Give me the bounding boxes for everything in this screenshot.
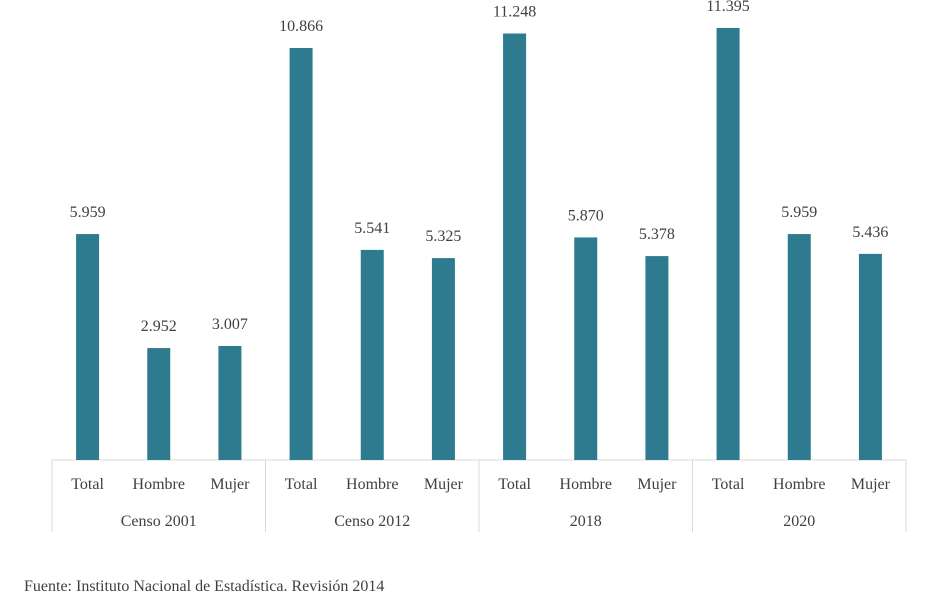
group-label: 2020 — [783, 513, 815, 530]
bar — [76, 234, 100, 460]
bar — [858, 253, 882, 460]
group-label: Censo 2001 — [121, 513, 197, 530]
data-label: 3.007 — [212, 316, 248, 333]
data-label: 11.248 — [493, 4, 536, 21]
category-label: Hombre — [133, 476, 185, 493]
bar — [360, 249, 384, 460]
category-label: Mujer — [210, 476, 250, 493]
data-label: 10.866 — [279, 18, 323, 35]
bar — [574, 237, 598, 460]
category-label: Mujer — [851, 476, 891, 493]
bar — [787, 234, 811, 460]
source-note: Fuente: Instituto Nacional de Estadístic… — [24, 578, 385, 595]
bar — [147, 348, 171, 460]
data-label: 5.959 — [781, 204, 817, 221]
data-label: 5.541 — [354, 220, 390, 237]
bar — [431, 258, 455, 460]
category-label: Total — [498, 476, 531, 493]
category-label: Mujer — [637, 476, 677, 493]
bar — [503, 33, 527, 460]
bar — [716, 27, 740, 461]
data-label: 5.959 — [70, 204, 106, 221]
category-label: Hombre — [773, 476, 825, 493]
group-label: Censo 2012 — [334, 513, 410, 530]
data-label: 5.436 — [852, 224, 888, 241]
group-label: 2018 — [570, 513, 602, 530]
data-label: 5.870 — [568, 207, 604, 224]
data-label: 5.325 — [425, 228, 461, 245]
category-label: Total — [285, 476, 318, 493]
category-label: Hombre — [346, 476, 398, 493]
data-label: 11.395 — [706, 0, 749, 15]
bar — [289, 47, 313, 461]
bar — [218, 345, 242, 460]
category-label: Total — [712, 476, 745, 493]
data-label: 2.952 — [141, 318, 177, 335]
category-label: Hombre — [560, 476, 612, 493]
data-label: 5.378 — [639, 226, 675, 243]
category-label: Mujer — [424, 476, 464, 493]
category-label: Total — [71, 476, 104, 493]
bar-chart: 5.959 Total 2.952 Hombre 3.007 Mujer Censo 200… — [51, 0, 907, 532]
bar — [645, 256, 669, 460]
